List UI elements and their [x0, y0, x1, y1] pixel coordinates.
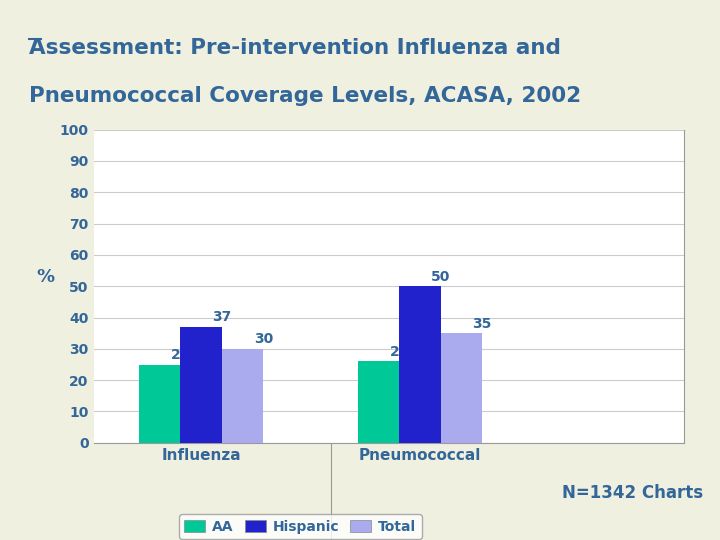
Bar	[441, 333, 482, 443]
Text: 50: 50	[431, 269, 450, 284]
Text: 30: 30	[253, 332, 273, 346]
Bar	[139, 364, 181, 443]
Bar	[358, 361, 399, 443]
Text: N=1342 Charts: N=1342 Charts	[562, 484, 703, 502]
Text: Pneumococcal Coverage Levels, ACASA, 2002: Pneumococcal Coverage Levels, ACASA, 200…	[29, 86, 581, 106]
Bar	[222, 349, 264, 443]
Text: 37: 37	[212, 310, 232, 325]
Bar	[181, 327, 222, 443]
Text: 25: 25	[171, 348, 190, 362]
Bar	[399, 286, 441, 443]
Legend: AA, Hispanic, Total: AA, Hispanic, Total	[179, 514, 422, 539]
Text: 35: 35	[472, 316, 492, 330]
Text: Assessment: Pre-intervention Influenza and: Assessment: Pre-intervention Influenza a…	[29, 38, 561, 58]
Text: 26: 26	[390, 345, 409, 359]
Y-axis label: %: %	[37, 268, 55, 286]
